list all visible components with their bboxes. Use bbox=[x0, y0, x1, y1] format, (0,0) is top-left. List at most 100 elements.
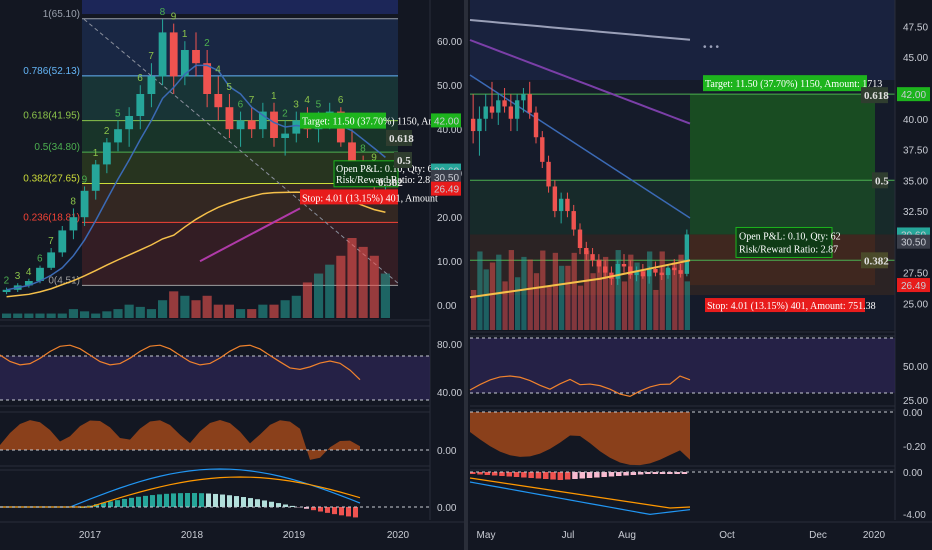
macd-histogram-bar bbox=[594, 472, 600, 478]
macd-histogram-bar bbox=[667, 472, 673, 474]
volume-bar bbox=[559, 265, 565, 330]
pnl-box[interactable] bbox=[333, 160, 399, 188]
candle-body bbox=[247, 120, 256, 130]
right-chart[interactable]: • • • Target: 11.50 (37.70%) 1150, Amount… bbox=[469, 0, 932, 541]
price-tick-label: 32.50 bbox=[903, 207, 928, 218]
price-tick-label: 35.00 bbox=[903, 176, 928, 187]
price-badge-label: 26.49 bbox=[901, 281, 926, 292]
volume-bar bbox=[634, 262, 640, 330]
macd-histogram-bar bbox=[164, 493, 169, 507]
ma-line-purple bbox=[469, 39, 691, 125]
candle-body bbox=[225, 107, 234, 130]
macd-histogram-bar bbox=[521, 472, 527, 478]
candle-body bbox=[102, 142, 111, 165]
volume-bar bbox=[247, 309, 257, 318]
rsi-tick-label: 80.00 bbox=[437, 340, 462, 351]
td-count-label: 9 bbox=[82, 174, 88, 185]
candle-body bbox=[147, 76, 156, 94]
volume-bar bbox=[191, 300, 201, 318]
target-box[interactable] bbox=[300, 112, 386, 129]
pnl-box[interactable] bbox=[735, 226, 833, 258]
time-axis-label: 2018 bbox=[181, 530, 204, 541]
candle-body bbox=[615, 264, 620, 279]
macd-histogram-bar bbox=[108, 501, 113, 507]
target-box[interactable] bbox=[703, 75, 867, 92]
macd-tick-label: 0.00 bbox=[437, 503, 457, 514]
td-count-label: 2 bbox=[4, 276, 10, 287]
candle-body bbox=[24, 281, 33, 286]
price-tick-label: 40.00 bbox=[903, 115, 928, 126]
volume-bar bbox=[665, 269, 672, 330]
fib-band bbox=[82, 18, 398, 76]
level-5-label: 0.5 bbox=[875, 175, 889, 187]
candle-body bbox=[125, 116, 134, 130]
candle-body bbox=[281, 133, 290, 138]
candle-body bbox=[527, 94, 532, 113]
candle-body bbox=[236, 120, 245, 130]
volume-bar bbox=[483, 269, 489, 330]
volume-bar bbox=[24, 313, 34, 318]
candle-body bbox=[114, 129, 122, 143]
candle-body bbox=[514, 100, 520, 119]
stop-box[interactable] bbox=[300, 189, 398, 205]
macd-histogram-bar bbox=[311, 507, 316, 511]
candle-body bbox=[678, 270, 683, 274]
macd-histogram-bar bbox=[601, 472, 607, 477]
candle-body bbox=[596, 260, 602, 267]
macd-histogram-bar bbox=[122, 498, 127, 507]
volume-bar bbox=[302, 282, 312, 318]
candle-body bbox=[69, 217, 78, 231]
macd-histogram-bar bbox=[506, 472, 512, 477]
time-axis-label: 2019 bbox=[283, 530, 306, 541]
target-label: Target: 11.50 (37.70%) 1150, Amo bbox=[302, 117, 441, 128]
left-chart[interactable]: 1(65.10) 0.786(52.13) 0.618(41.95) 0.5(34.8… bbox=[0, 0, 464, 541]
volume-bar bbox=[2, 313, 12, 318]
trend-line bbox=[83, 18, 399, 284]
level-5-tag bbox=[394, 152, 412, 168]
macd-histogram-bar bbox=[199, 493, 204, 507]
price-tick-label: 47.50 bbox=[903, 22, 928, 33]
time-axis-label: 2020 bbox=[863, 530, 886, 541]
macd-histogram-bar bbox=[637, 472, 644, 475]
fib-label: 0.382(27.65) bbox=[23, 174, 80, 185]
time-axis-label: Jul bbox=[562, 530, 575, 541]
volume-bar bbox=[202, 295, 212, 318]
volume-bar bbox=[180, 295, 190, 318]
chart-divider[interactable] bbox=[464, 0, 468, 550]
volume-bar bbox=[68, 309, 78, 318]
candle-body bbox=[672, 267, 677, 271]
td-count-label: 6 bbox=[338, 95, 344, 106]
candle-body bbox=[136, 94, 145, 116]
td-count-label: 8 bbox=[160, 7, 166, 18]
time-axis-label: Oct bbox=[719, 530, 735, 541]
macd-histogram-bar bbox=[332, 507, 337, 515]
macd-histogram-bar bbox=[290, 505, 295, 507]
stop-label: Stop: 4.01 (13.15%) 401, Amount: 751.38 bbox=[707, 301, 876, 312]
volume-bar bbox=[609, 277, 615, 330]
candle-body bbox=[565, 198, 570, 212]
candle-body bbox=[533, 112, 539, 138]
volume-bar bbox=[628, 254, 634, 330]
ind2-area bbox=[470, 412, 690, 466]
macd-histogram-bar bbox=[192, 493, 197, 507]
macd-histogram-bar bbox=[623, 472, 629, 476]
macd-histogram-bar bbox=[659, 472, 666, 474]
time-axis-label: 2020 bbox=[387, 530, 410, 541]
volume-bar bbox=[615, 250, 621, 330]
price-badge-label: 30.50 bbox=[901, 238, 926, 249]
macd-histogram-bar bbox=[178, 493, 183, 507]
macd-histogram-bar bbox=[543, 472, 549, 479]
candle-body bbox=[634, 271, 639, 276]
volume-bar bbox=[380, 273, 390, 318]
volume-bar bbox=[113, 309, 123, 318]
volume-bar bbox=[146, 309, 156, 318]
candle-body bbox=[214, 94, 223, 108]
candle-body bbox=[684, 234, 690, 274]
ma-line-purple bbox=[199, 207, 301, 263]
macd-histogram-bar bbox=[499, 472, 505, 476]
candle-body bbox=[2, 289, 11, 292]
stop-box[interactable] bbox=[705, 298, 865, 313]
macd-histogram-bar bbox=[477, 472, 483, 475]
volume-bar bbox=[336, 255, 346, 318]
candle-body bbox=[584, 248, 589, 255]
